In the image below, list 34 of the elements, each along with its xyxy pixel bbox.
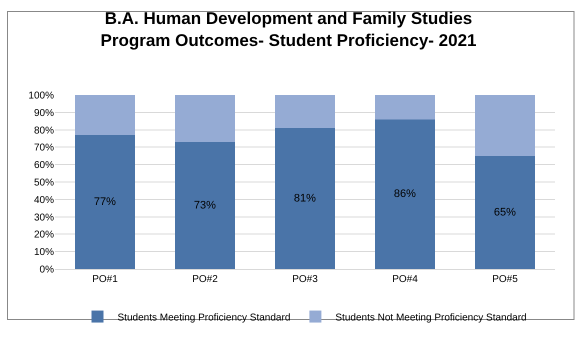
x-tick-label: PO#2 xyxy=(192,274,218,285)
data-label: 65% xyxy=(494,206,516,218)
chart-title: B.A. Human Development and Family Studies Program Outcomes- Student Proficiency- 2021 xyxy=(100,9,476,50)
y-tick-label: 20% xyxy=(34,230,54,241)
y-tick-label: 90% xyxy=(34,108,54,119)
bar xyxy=(175,142,235,269)
data-label: 81% xyxy=(294,192,316,205)
bar xyxy=(75,135,135,269)
x-tick-label: PO#5 xyxy=(492,274,518,285)
x-tick-label: PO#3 xyxy=(292,274,318,285)
bar xyxy=(275,128,335,269)
bar xyxy=(75,95,135,136)
y-tick-label: 100% xyxy=(28,90,54,102)
x-tick-label: PO#1 xyxy=(92,274,118,285)
data-label: 73% xyxy=(194,199,216,212)
bar xyxy=(475,95,535,156)
data-label: 77% xyxy=(94,196,116,208)
bar xyxy=(175,95,235,142)
y-tick-label: 80% xyxy=(34,125,54,136)
y-tick-label: 30% xyxy=(34,212,54,224)
legend-label: Students Not Meeting Proficiency Standard xyxy=(335,312,527,324)
bar xyxy=(275,95,335,128)
y-tick-label: 60% xyxy=(34,160,54,172)
y-tick-label: 0% xyxy=(40,264,54,276)
y-tick-label: 10% xyxy=(34,247,54,258)
bar xyxy=(475,156,535,269)
data-label: 86% xyxy=(394,188,416,200)
y-tick-label: 70% xyxy=(34,142,54,154)
y-tick-label: 40% xyxy=(34,194,54,206)
bar xyxy=(375,95,435,120)
legend-label: Students Meeting Proficiency Standard xyxy=(118,312,290,324)
x-tick-label: PO#4 xyxy=(392,274,418,285)
bar xyxy=(375,119,435,269)
y-tick-label: 50% xyxy=(34,178,54,188)
